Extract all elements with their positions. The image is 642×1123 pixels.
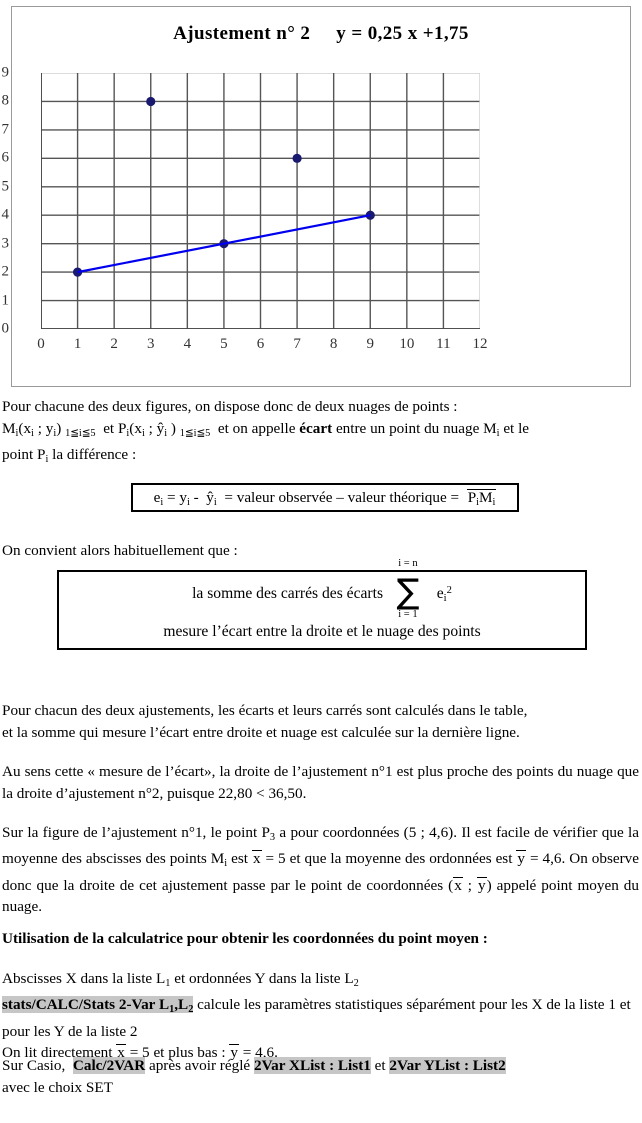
paragraph-nuages: Pour chacune des deux figures, on dispos… <box>2 396 638 470</box>
formula-somme-line1: la somme des carrés des écarts i = n ∑ i… <box>59 558 585 620</box>
chart-canvas <box>41 73 480 329</box>
x-tick-label: 11 <box>436 336 451 352</box>
x-tick-label: 10 <box>399 336 415 352</box>
calc-line-ti: stats/CALC/Stats 2-Var L1,L2 calcule les… <box>2 994 639 1042</box>
paragraph-convient: On convient alors habituellement que : <box>2 542 238 559</box>
x-tick-label: 12 <box>472 336 488 352</box>
vector-pimi: PiMi <box>466 489 497 508</box>
plot-area <box>41 73 480 329</box>
data-point <box>72 267 83 277</box>
calc-line-lecture: On lit directement x = 5 et plus bas : y… <box>2 1042 639 1064</box>
y-tick-label: 8 <box>1 92 10 109</box>
paragraph-mesure-ecart: Au sens cette « mesure de l’écart», la d… <box>2 763 639 802</box>
x-tick-label: 5 <box>220 336 228 352</box>
calc-lecture-b: = 5 et plus bas : <box>125 1044 230 1062</box>
sigma-operator: i = n ∑ i = 1 <box>387 558 429 620</box>
x-tick-label: 1 <box>73 336 82 352</box>
casio-command-badge[interactable]: Calc/2VAR <box>72 1057 146 1074</box>
paragraph-nuages-line3: point Pi la différence : <box>2 445 137 465</box>
formula-somme-term: ei2 <box>432 585 452 604</box>
calculator-instructions: Abscisses X dans la liste L1 et ordonnée… <box>2 968 639 1064</box>
y-tick-label: 7 <box>1 121 10 138</box>
sigma-lower-limit: i = 1 <box>398 609 418 621</box>
y-tick-label: 6 <box>1 149 10 166</box>
chart-title-main: Ajustement n° 2 <box>173 23 311 44</box>
paragraph-ajustements-line2: et la somme qui mesure l’écart entre dro… <box>2 723 520 741</box>
formula-box-ecart: ei = yi - ŷi = valeur observée – valeur … <box>131 483 519 512</box>
x-tick-label: 3 <box>147 336 155 352</box>
sigma-upper-limit: i = n <box>398 558 418 570</box>
y-bar-symbol: y <box>229 1044 239 1062</box>
ti-command-badge[interactable]: stats/CALC/Stats 2-Var L1,L2 <box>2 996 194 1016</box>
y-tick-label: 9 <box>1 64 10 81</box>
regression-line <box>77 214 371 274</box>
y-tick-label: 4 <box>1 206 10 223</box>
x-tick-label: 2 <box>110 336 118 352</box>
paragraph-nuages-line3-tail: la différence : <box>48 445 137 463</box>
calc-line-ti-rest: calcule les paramètres statistiques sépa… <box>2 996 631 1040</box>
data-point <box>292 153 302 163</box>
y-tick-label: 5 <box>1 178 10 195</box>
data-point <box>146 96 156 107</box>
y-tick-label: 3 <box>1 235 10 252</box>
x-tick-label: 6 <box>256 336 265 352</box>
y-tick-label: 1 <box>1 292 10 309</box>
x-tick-label: 9 <box>366 336 375 352</box>
ti-command-label: stats/CALC/Stats 2-Var L <box>2 996 170 1014</box>
x-tick-label: 0 <box>37 336 45 352</box>
paragraph-ajustements: Pour chacun des deux ajustements, les éc… <box>2 700 638 743</box>
calc-line-listes-b: et ordonnées Y dans la liste L <box>170 970 354 987</box>
y-tick-label: 0 <box>1 320 10 337</box>
chart-title: Ajustement n° 2 y = 0,25 x +1,75 <box>12 23 630 45</box>
calc-line-listes-a: Abscisses X dans la liste L <box>2 970 166 987</box>
calc-line-listes: Abscisses X dans la liste L1 et ordonnée… <box>2 970 359 989</box>
y-axis-tick-labels: 0 1 2 3 4 5 6 7 8 9 <box>0 65 10 336</box>
casio-ylist-badge[interactable]: 2Var YList : List2 <box>389 1057 506 1074</box>
sigma-glyph: ∑ <box>396 572 420 613</box>
formula-ecart-content: ei = yi - ŷi = valeur observée – valeur … <box>153 489 497 508</box>
casio-line1: Sur Casio, Calc/2VAR après avoir réglé 2… <box>2 1055 639 1077</box>
formula-box-somme: la somme des carrés des écarts i = n ∑ i… <box>57 558 587 650</box>
x-tick-label: 8 <box>329 336 338 352</box>
casio-intro: Sur Casio, <box>2 1057 66 1074</box>
x-axis-tick-labels: 0 1 2 3 4 5 6 7 8 9 10 11 12 <box>37 336 487 357</box>
casio-et: et <box>374 1057 386 1074</box>
paragraph-point-moyen: Sur la figure de l’ajustement n°1, le po… <box>2 824 639 916</box>
x-tick-label: 4 <box>183 336 192 352</box>
paragraph-nuages-line3-head: point P <box>2 445 46 463</box>
chart-title-equation: y = 0,25 x +1,75 <box>336 23 469 44</box>
section-heading-calculatrice: Utilisation de la calculatrice pour obte… <box>2 930 488 947</box>
paragraph-ajustements-line1: Pour chacun des deux ajustements, les éc… <box>2 702 528 719</box>
y-tick-label: 2 <box>1 263 10 280</box>
paragraph-nuages-line2: Mi(xi ; yi) 1≦i≦5 et Pi(xi ; ŷi ) 1≦i≦5 … <box>2 419 530 439</box>
casio-line2: avec le choix SET <box>2 1078 113 1096</box>
casio-mid: après avoir réglé <box>148 1057 251 1074</box>
paragraph-nuages-line1: Pour chacune des deux figures, on dispos… <box>2 398 458 415</box>
x-bar-symbol: x <box>116 1044 126 1062</box>
formula-somme-text: la somme des carrés des écarts <box>192 585 384 602</box>
ti-command-tail: ,L <box>174 996 189 1014</box>
formula-somme-line2: mesure l’écart entre la droite et le nua… <box>163 623 481 640</box>
x-tick-label: 7 <box>293 336 301 352</box>
casio-instructions: Sur Casio, Calc/2VAR après avoir réglé 2… <box>2 1055 639 1098</box>
casio-xlist-badge[interactable]: 2Var XList : List1 <box>253 1057 371 1074</box>
